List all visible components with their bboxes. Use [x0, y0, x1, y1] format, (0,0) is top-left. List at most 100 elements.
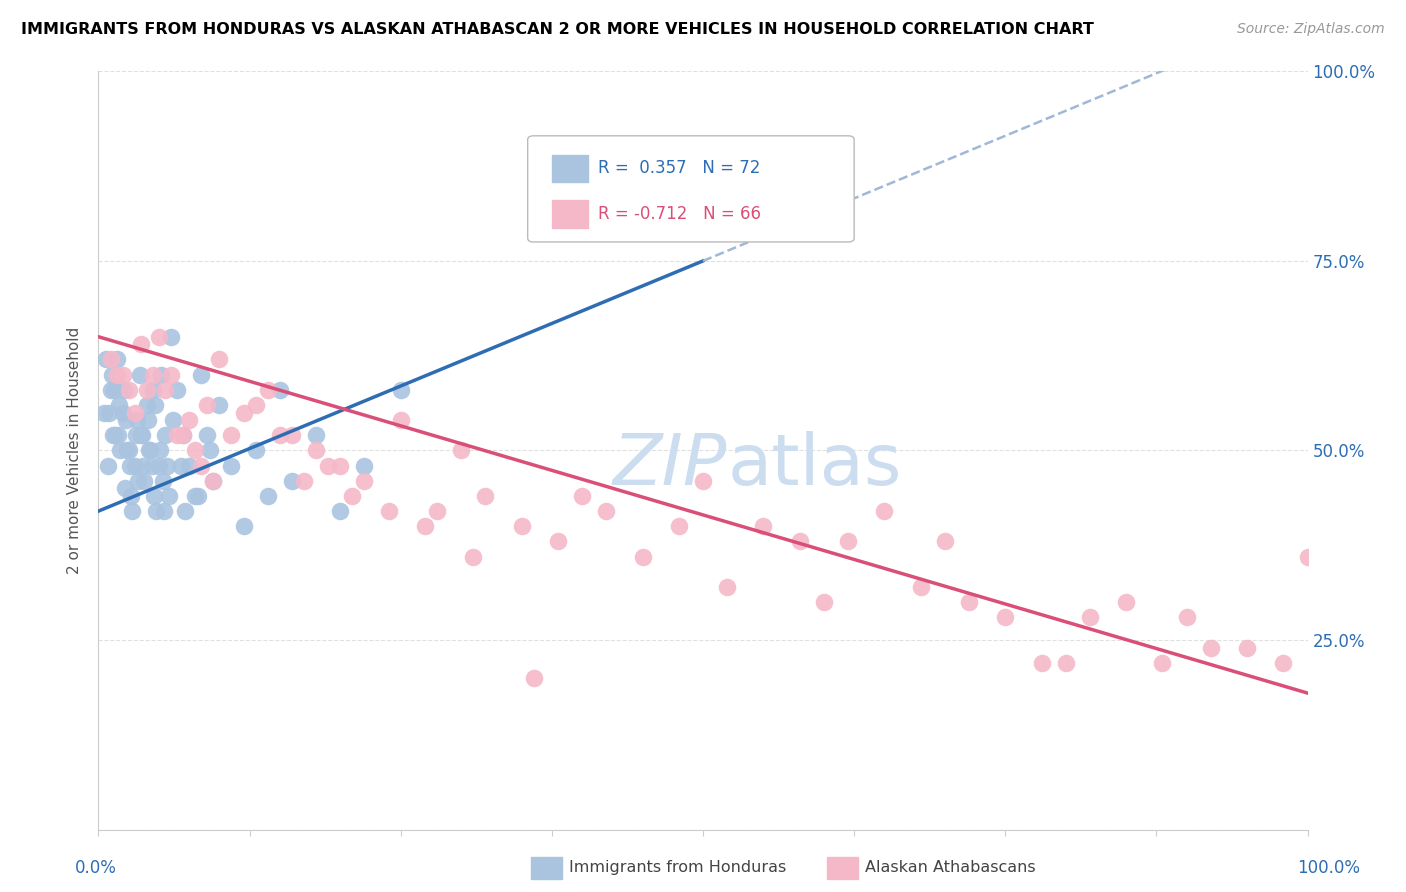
Point: [108, 398, 131, 412]
Point: [124, 405, 146, 420]
FancyBboxPatch shape: [527, 136, 855, 242]
Point: [94, 352, 117, 367]
Point: [124, 458, 146, 473]
Point: [174, 504, 197, 518]
Text: Source: ZipAtlas.com: Source: ZipAtlas.com: [1237, 22, 1385, 37]
Point: [1078, 610, 1101, 624]
Point: [108, 443, 131, 458]
Point: [474, 489, 496, 503]
Point: [97, 458, 120, 473]
Point: [131, 428, 153, 442]
Point: [112, 383, 135, 397]
Point: [305, 428, 328, 442]
Point: [389, 413, 412, 427]
Point: [142, 368, 165, 382]
Point: [195, 398, 218, 412]
Point: [98, 405, 121, 420]
Y-axis label: 2 or more Vehicles in Household: 2 or more Vehicles in Household: [67, 326, 83, 574]
Point: [571, 489, 593, 503]
Point: [957, 595, 980, 609]
Point: [127, 474, 149, 488]
Point: [153, 428, 176, 442]
Point: [143, 489, 166, 503]
Point: [523, 671, 546, 685]
Point: [179, 413, 201, 427]
Point: [157, 489, 180, 503]
Point: [1199, 640, 1222, 655]
Point: [166, 428, 188, 442]
Point: [107, 428, 129, 442]
Point: [413, 519, 436, 533]
Point: [156, 458, 179, 473]
Point: [463, 549, 485, 564]
Point: [329, 458, 352, 473]
Point: [128, 368, 150, 382]
Point: [631, 549, 654, 564]
Text: R =  0.357   N = 72: R = 0.357 N = 72: [598, 160, 761, 178]
Point: [450, 443, 472, 458]
Point: [221, 458, 243, 473]
Point: [281, 474, 304, 488]
Point: [934, 534, 956, 549]
Point: [135, 383, 157, 397]
Point: [377, 504, 399, 518]
Point: [910, 580, 932, 594]
Point: [184, 489, 207, 503]
Text: 0.0%: 0.0%: [75, 859, 117, 877]
Text: Alaskan Athabascans: Alaskan Athabascans: [865, 861, 1035, 875]
Point: [256, 383, 278, 397]
Point: [547, 534, 569, 549]
Point: [120, 489, 142, 503]
Point: [132, 458, 155, 473]
Point: [1272, 656, 1295, 670]
Point: [329, 504, 352, 518]
Point: [595, 504, 617, 518]
Point: [190, 368, 212, 382]
Point: [232, 519, 254, 533]
Point: [115, 413, 138, 427]
Point: [256, 489, 278, 503]
Point: [148, 330, 170, 344]
Point: [208, 352, 231, 367]
Point: [1031, 656, 1053, 670]
Point: [160, 368, 183, 382]
Point: [1115, 595, 1137, 609]
Point: [1054, 656, 1077, 670]
Point: [316, 458, 339, 473]
Point: [104, 428, 127, 442]
Point: [135, 398, 157, 412]
Text: IMMIGRANTS FROM HONDURAS VS ALASKAN ATHABASCAN 2 OR MORE VEHICLES IN HOUSEHOLD C: IMMIGRANTS FROM HONDURAS VS ALASKAN ATHA…: [21, 22, 1094, 37]
Point: [141, 458, 163, 473]
Point: [100, 352, 122, 367]
Point: [136, 413, 159, 427]
Point: [281, 428, 304, 442]
Point: [1296, 549, 1319, 564]
Point: [169, 458, 191, 473]
Point: [160, 330, 183, 344]
Point: [138, 443, 160, 458]
Point: [1175, 610, 1198, 624]
Point: [269, 383, 291, 397]
Point: [184, 443, 207, 458]
Point: [150, 368, 173, 382]
Point: [105, 352, 128, 367]
Point: [166, 383, 188, 397]
Point: [145, 504, 167, 518]
Point: [129, 337, 152, 351]
Point: [245, 398, 267, 412]
Point: [100, 368, 122, 382]
Text: atlas: atlas: [727, 431, 901, 500]
Point: [139, 443, 162, 458]
Point: [426, 504, 449, 518]
Point: [117, 443, 139, 458]
Point: [172, 428, 194, 442]
Point: [93, 405, 115, 420]
Point: [510, 519, 533, 533]
Point: [292, 474, 315, 488]
Point: [202, 474, 225, 488]
Point: [118, 443, 141, 458]
Point: [118, 458, 141, 473]
Point: [148, 458, 170, 473]
Point: [118, 383, 141, 397]
Point: [114, 482, 136, 496]
